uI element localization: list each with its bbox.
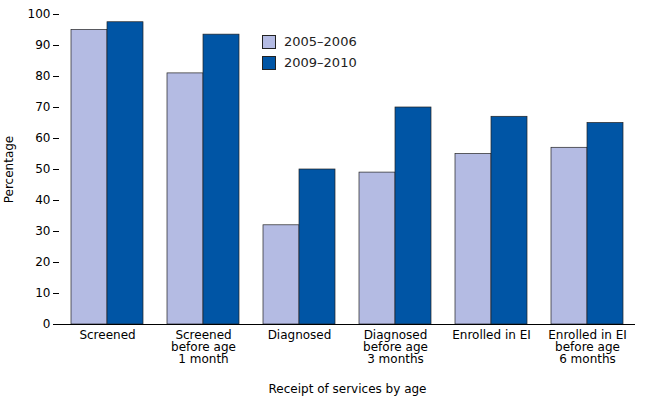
svg-text:60: 60 <box>35 131 50 145</box>
svg-text:30: 30 <box>35 224 50 238</box>
svg-text:Enrolled in EIbefore age6 mont: Enrolled in EIbefore age6 months <box>548 328 627 366</box>
svg-text:0: 0 <box>43 317 51 331</box>
html-text:2009–2010: 2009–2010 <box>284 55 357 70</box>
svg-text:Enrolled in EI: Enrolled in EI <box>452 328 531 342</box>
svg-text:20: 20 <box>35 255 50 269</box>
svg-text:Diagnosed: Diagnosed <box>268 328 332 342</box>
html-text:2005–2006: 2005–2006 <box>284 34 357 49</box>
svg-text:10: 10 <box>35 286 50 300</box>
svg-text:50: 50 <box>35 162 50 176</box>
svg-text:Screened: Screened <box>79 328 135 342</box>
svg-text:70: 70 <box>35 100 50 114</box>
svg-text:90: 90 <box>35 38 50 52</box>
svg-text:Receipt of services by age: Receipt of services by age <box>269 382 427 396</box>
svg-text:100: 100 <box>28 7 51 21</box>
svg-text:40: 40 <box>35 193 50 207</box>
svg-text:Diagnosedbefore age3 months: Diagnosedbefore age3 months <box>363 328 428 366</box>
svg-text:Screenedbefore age1 month: Screenedbefore age1 month <box>171 328 236 366</box>
svg-text:Percentage: Percentage <box>2 136 16 204</box>
svg-text:80: 80 <box>35 69 50 83</box>
